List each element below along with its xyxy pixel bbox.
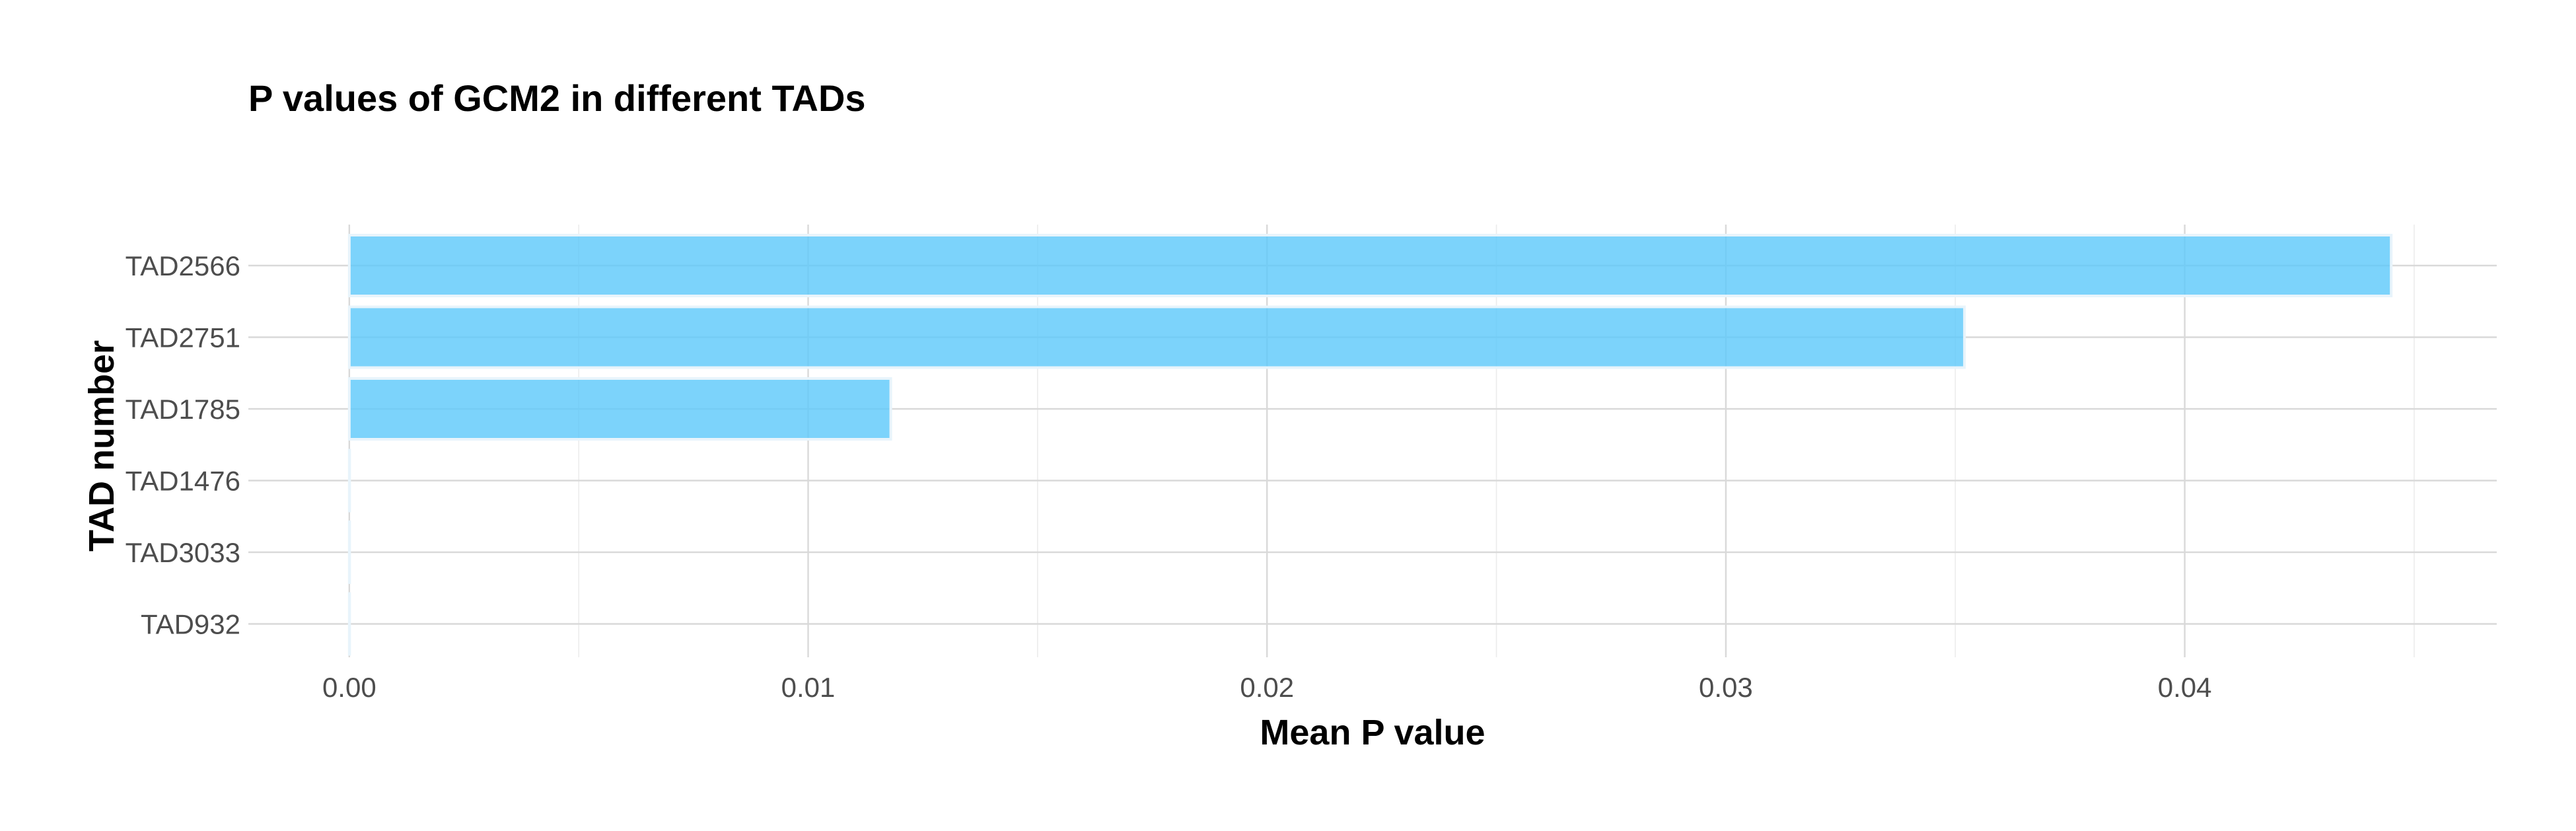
y-tick-label: TAD932 [141,609,240,640]
y-tick-label: TAD2566 [125,250,240,281]
x-axis-title: Mean P value [1260,713,1485,752]
y-tick-label: TAD1785 [125,394,240,425]
x-tick-label: 0.00 [322,672,376,703]
y-tick-labels: TAD2566 TAD2751 TAD1785 TAD1476 TAD3033 TAD93… [125,250,240,640]
bar-tad2566 [347,234,2393,297]
bar-tad3033 [347,521,351,584]
x-tick-labels: 0.00 0.01 0.02 0.03 0.04 [322,672,2212,703]
x-tick-label: 0.04 [2158,672,2212,703]
bars-layer [347,234,2393,656]
y-tick-label: TAD2751 [125,322,240,353]
x-tick-label: 0.01 [781,672,836,703]
bar-tad932 [347,592,351,656]
y-axis-title: TAD number [82,340,122,552]
y-tick-label: TAD1476 [125,466,240,497]
bar-tad1476 [347,449,351,513]
x-tick-label: 0.02 [1240,672,1294,703]
chart-title: P values of GCM2 in different TADs [248,77,866,119]
x-tick-label: 0.03 [1699,672,1753,703]
bar-tad2751 [347,305,1966,369]
y-tick-label: TAD3033 [125,537,240,568]
bar-tad1785 [347,377,892,441]
